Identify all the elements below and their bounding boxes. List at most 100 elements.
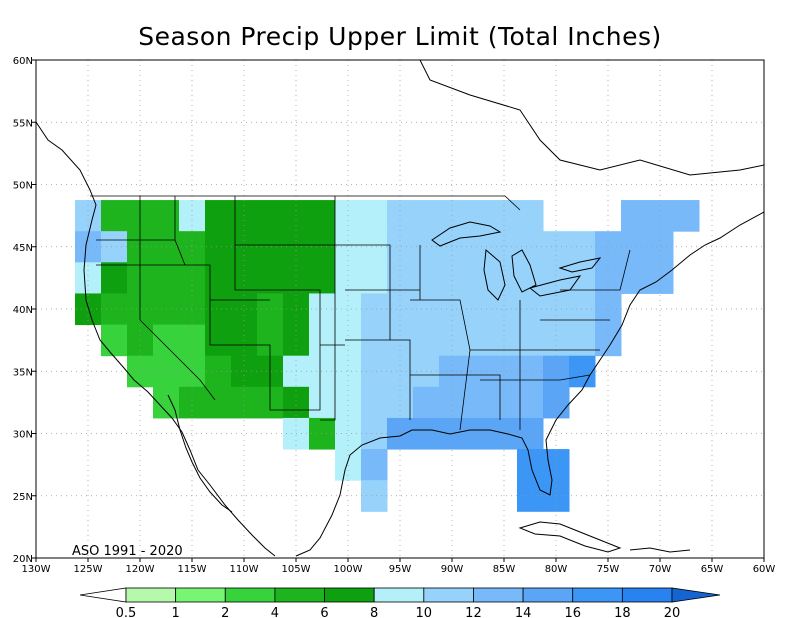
- grid-cell: [361, 293, 388, 326]
- grid-cell: [361, 417, 388, 450]
- grid-cell: [465, 417, 492, 450]
- latitude-label: 35N: [13, 367, 33, 378]
- grid-cell: [153, 324, 180, 357]
- longitude-label: 95W: [389, 564, 412, 575]
- grid-cell: [283, 386, 310, 419]
- colorbar-label: 8: [370, 606, 378, 618]
- grid-cell: [205, 324, 232, 357]
- colorbar-high-arrow: [671, 587, 721, 603]
- grid-cell: [517, 200, 544, 232]
- longitude-label: 70W: [649, 564, 672, 575]
- grid-cell: [101, 231, 128, 263]
- grid-cell: [257, 293, 284, 326]
- grid-cell: [335, 231, 362, 263]
- longitude-label: 80W: [545, 564, 568, 575]
- grid-cell: [543, 262, 570, 294]
- colorbar-label: 0.5: [116, 606, 137, 618]
- state-borders: [90, 195, 631, 431]
- colorbar-label: 1: [171, 606, 179, 618]
- longitude-label: 65W: [701, 564, 724, 575]
- grid-cell: [595, 231, 622, 263]
- grid-cell: [309, 386, 336, 419]
- grid-cell: [413, 200, 440, 232]
- grid-cell: [621, 200, 648, 232]
- great-lakes-outline: [431, 221, 602, 301]
- colorbar-swatch: [324, 587, 375, 603]
- grid-cell: [491, 293, 518, 326]
- grid-cell: [309, 324, 336, 357]
- grid-cell: [101, 293, 128, 326]
- grid-cell: [465, 324, 492, 357]
- grid-cell: [517, 386, 544, 419]
- west-coast-line: [36, 121, 276, 557]
- colorbar-swatch: [373, 587, 425, 603]
- grid-cell: [569, 324, 596, 357]
- grid-cell: [309, 262, 336, 294]
- longitude-label: 110W: [230, 564, 259, 575]
- colorbar-label: 12: [465, 606, 482, 618]
- grid-cell: [517, 324, 544, 357]
- grid-cell: [543, 386, 570, 419]
- colorbar: 0.5 1 2 4 6 8 10 12 14 16 18 20: [79, 587, 721, 618]
- grid-cell: [361, 355, 388, 388]
- grid-cell: [361, 262, 388, 294]
- latitude-label: 45N: [13, 243, 33, 254]
- grid-cell: [621, 262, 648, 294]
- grid-cell: [335, 417, 362, 450]
- grid-cell: [75, 262, 102, 294]
- gulf-mexico-coast-line: [295, 211, 764, 557]
- grid-cell: [465, 293, 492, 326]
- baja-coast-line: [167, 394, 233, 513]
- grid-cell: [179, 262, 206, 294]
- grid-cell: [205, 262, 232, 294]
- longitude-label: 105W: [282, 564, 311, 575]
- colorbar-swatch: [473, 587, 524, 603]
- grid-cell: [517, 293, 544, 326]
- colorbar-label: 20: [664, 606, 681, 618]
- latitude-axis-labels: 20N 25N 30N 35N 40N 45N 50N 55N 60N: [13, 56, 36, 565]
- grid-cell: [231, 386, 258, 419]
- colorbar-swatch: [572, 587, 623, 603]
- longitude-label: 125W: [74, 564, 103, 575]
- grid-cell: [231, 293, 258, 326]
- grid-cell: [179, 386, 206, 419]
- grid-cell: [491, 386, 518, 419]
- grid-cell: [361, 449, 388, 481]
- colorbar-label: 4: [271, 606, 279, 618]
- latitude-label: 60N: [13, 56, 33, 67]
- grid-cell: [647, 262, 674, 294]
- grid-cell: [517, 355, 544, 388]
- grid-cell: [673, 200, 700, 232]
- grid-cell: [491, 417, 518, 450]
- grid-cell: [439, 262, 466, 294]
- longitude-axis-labels: 130W 125W 120W 115W 110W 105W 100W 95W 90W 85W 80W…: [22, 558, 775, 575]
- colorbar-label: 10: [416, 606, 433, 618]
- grid-cell: [153, 262, 180, 294]
- grid-cell: [205, 355, 232, 388]
- grid-cell: [283, 262, 310, 294]
- map-title: Season Precip Upper Limit (Total Inches): [138, 22, 662, 51]
- grid-cell: [153, 200, 180, 232]
- latitude-label: 55N: [13, 118, 33, 129]
- colorbar-swatch: [175, 587, 226, 603]
- grid-cell: [205, 200, 232, 232]
- grid-cell: [257, 262, 284, 294]
- grid-cell: [465, 355, 492, 388]
- grid-cell: [101, 262, 128, 294]
- grid-cell: [465, 200, 492, 232]
- longitude-label: 90W: [441, 564, 464, 575]
- grid-cell: [101, 324, 128, 357]
- longitude-label: 100W: [334, 564, 363, 575]
- grid-cell: [517, 231, 544, 263]
- colorbar-swatch: [621, 587, 673, 603]
- grid-cell: [517, 480, 544, 512]
- colorbar-label: 2: [221, 606, 229, 618]
- grid-cell: [413, 262, 440, 294]
- grid-cell: [439, 386, 466, 419]
- grid-cell: [335, 262, 362, 294]
- colorbar-label: 18: [614, 606, 631, 618]
- colorbar-swatch: [423, 587, 474, 603]
- grid-cell: [257, 200, 284, 232]
- grid-cell: [387, 262, 414, 294]
